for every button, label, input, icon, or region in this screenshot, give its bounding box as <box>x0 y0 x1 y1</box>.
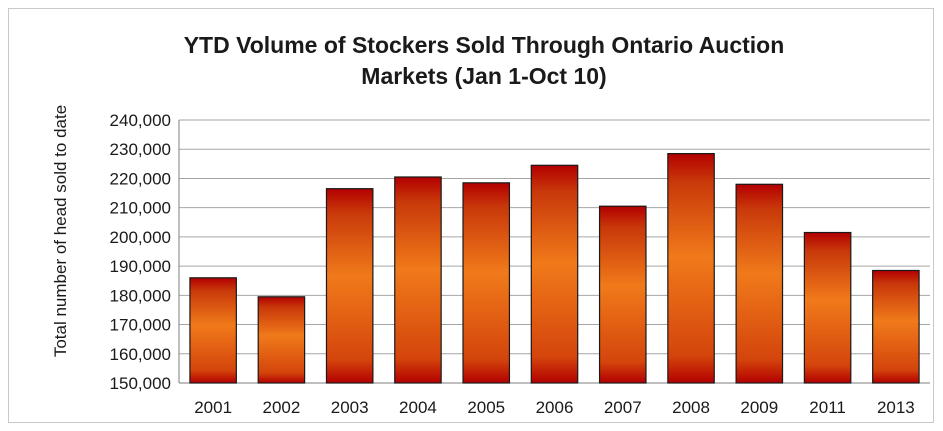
y-tick-label: 230,000 <box>110 140 171 159</box>
y-tick-labels: 150,000 160,000 170,000 180,000 190,000 200,0… <box>110 111 171 393</box>
y-tick-label: 190,000 <box>110 257 171 276</box>
bar-2009 <box>735 183 784 384</box>
bar-2011 <box>803 231 852 384</box>
x-tick-label: 2013 <box>877 398 915 417</box>
y-tick-label: 240,000 <box>110 111 171 130</box>
bar-2008 <box>667 153 715 384</box>
x-tick-label: 2004 <box>399 398 437 417</box>
bar-2005 <box>462 182 511 384</box>
y-axis-label: Total number of head sold to date <box>51 105 70 357</box>
y-tick-label: 200,000 <box>110 228 171 247</box>
bar-2006 <box>530 164 579 384</box>
bar-2003 <box>325 188 374 384</box>
x-tick-labels: 2001 2002 2003 2004 2005 2006 2007 2008 2009 2011… <box>194 398 915 417</box>
y-tick-label: 210,000 <box>110 199 171 218</box>
x-tick-label: 2002 <box>262 398 300 417</box>
bar-2004 <box>394 176 442 384</box>
x-tick-label: 2007 <box>604 398 642 417</box>
chart-title-line-2: Markets (Jan 1-Oct 10) <box>361 63 606 89</box>
x-tick-label: 2005 <box>467 398 505 417</box>
y-tick-label: 160,000 <box>110 345 171 364</box>
y-tick-label: 180,000 <box>110 286 171 305</box>
x-tick-label: 2001 <box>194 398 232 417</box>
bar-2001 <box>189 277 237 384</box>
y-tick-label: 170,000 <box>110 316 171 335</box>
y-tick-label: 150,000 <box>110 374 171 393</box>
x-tick-label: 2003 <box>331 398 369 417</box>
x-tick-label: 2008 <box>672 398 710 417</box>
bars <box>189 153 920 384</box>
x-tick-label: 2009 <box>740 398 778 417</box>
bar-2002 <box>257 296 306 384</box>
chart-title-line-1: YTD Volume of Stockers Sold Through Onta… <box>184 32 785 58</box>
chart-frame: YTD Volume of Stockers Sold Through Onta… <box>8 8 934 423</box>
y-tick-label: 220,000 <box>110 169 171 188</box>
x-tick-label: 2006 <box>536 398 574 417</box>
bar-2013 <box>872 269 920 384</box>
x-tick-label: 2011 <box>809 398 846 417</box>
bar-2007 <box>598 205 647 384</box>
bar-chart: YTD Volume of Stockers Sold Through Onta… <box>51 32 930 417</box>
